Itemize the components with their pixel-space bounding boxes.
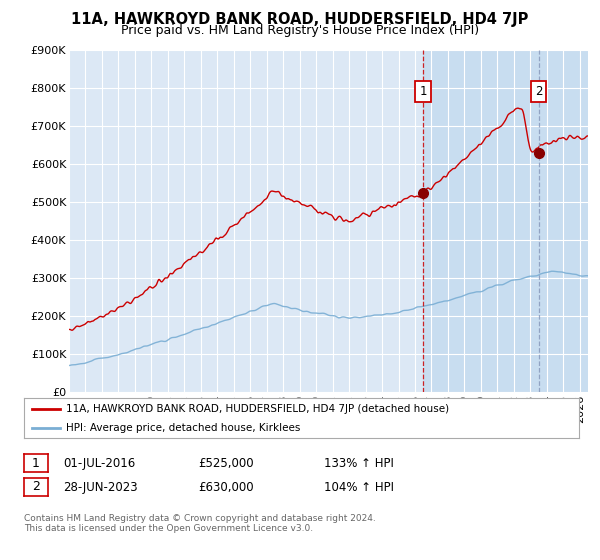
Bar (423, 50, 588, 392)
Text: 28-JUN-2023: 28-JUN-2023 (63, 480, 137, 494)
Text: 11A, HAWKROYD BANK ROAD, HUDDERSFIELD, HD4 7JP (detached house): 11A, HAWKROYD BANK ROAD, HUDDERSFIELD, H… (65, 404, 449, 414)
Text: 1: 1 (32, 456, 40, 470)
Text: 133% ↑ HPI: 133% ↑ HPI (324, 457, 394, 470)
Text: £630,000: £630,000 (198, 480, 254, 494)
Text: 2: 2 (535, 85, 542, 98)
Text: Contains HM Land Registry data © Crown copyright and database right 2024.
This d: Contains HM Land Registry data © Crown c… (24, 514, 376, 534)
Text: 2: 2 (32, 480, 40, 493)
Text: Price paid vs. HM Land Registry's House Price Index (HPI): Price paid vs. HM Land Registry's House … (121, 24, 479, 36)
Text: 104% ↑ HPI: 104% ↑ HPI (324, 480, 394, 494)
Text: £525,000: £525,000 (198, 457, 254, 470)
Text: HPI: Average price, detached house, Kirklees: HPI: Average price, detached house, Kirk… (65, 423, 300, 433)
Text: 11A, HAWKROYD BANK ROAD, HUDDERSFIELD, HD4 7JP: 11A, HAWKROYD BANK ROAD, HUDDERSFIELD, H… (71, 12, 529, 27)
Text: 01-JUL-2016: 01-JUL-2016 (63, 457, 135, 470)
Text: 1: 1 (419, 85, 427, 98)
